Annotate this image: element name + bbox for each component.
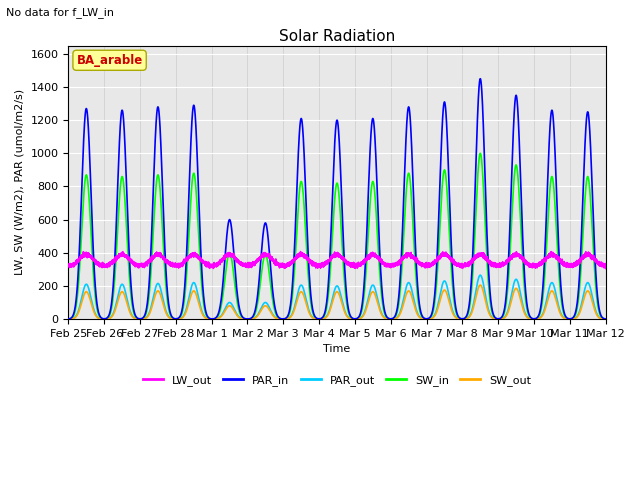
X-axis label: Time: Time <box>323 344 351 354</box>
Title: Solar Radiation: Solar Radiation <box>279 29 395 44</box>
Legend: LW_out, PAR_in, PAR_out, SW_in, SW_out: LW_out, PAR_in, PAR_out, SW_in, SW_out <box>139 370 535 390</box>
Text: BA_arable: BA_arable <box>76 54 143 67</box>
Text: No data for f_LW_in: No data for f_LW_in <box>6 7 115 18</box>
Y-axis label: LW, SW (W/m2), PAR (umol/m2/s): LW, SW (W/m2), PAR (umol/m2/s) <box>15 89 25 276</box>
